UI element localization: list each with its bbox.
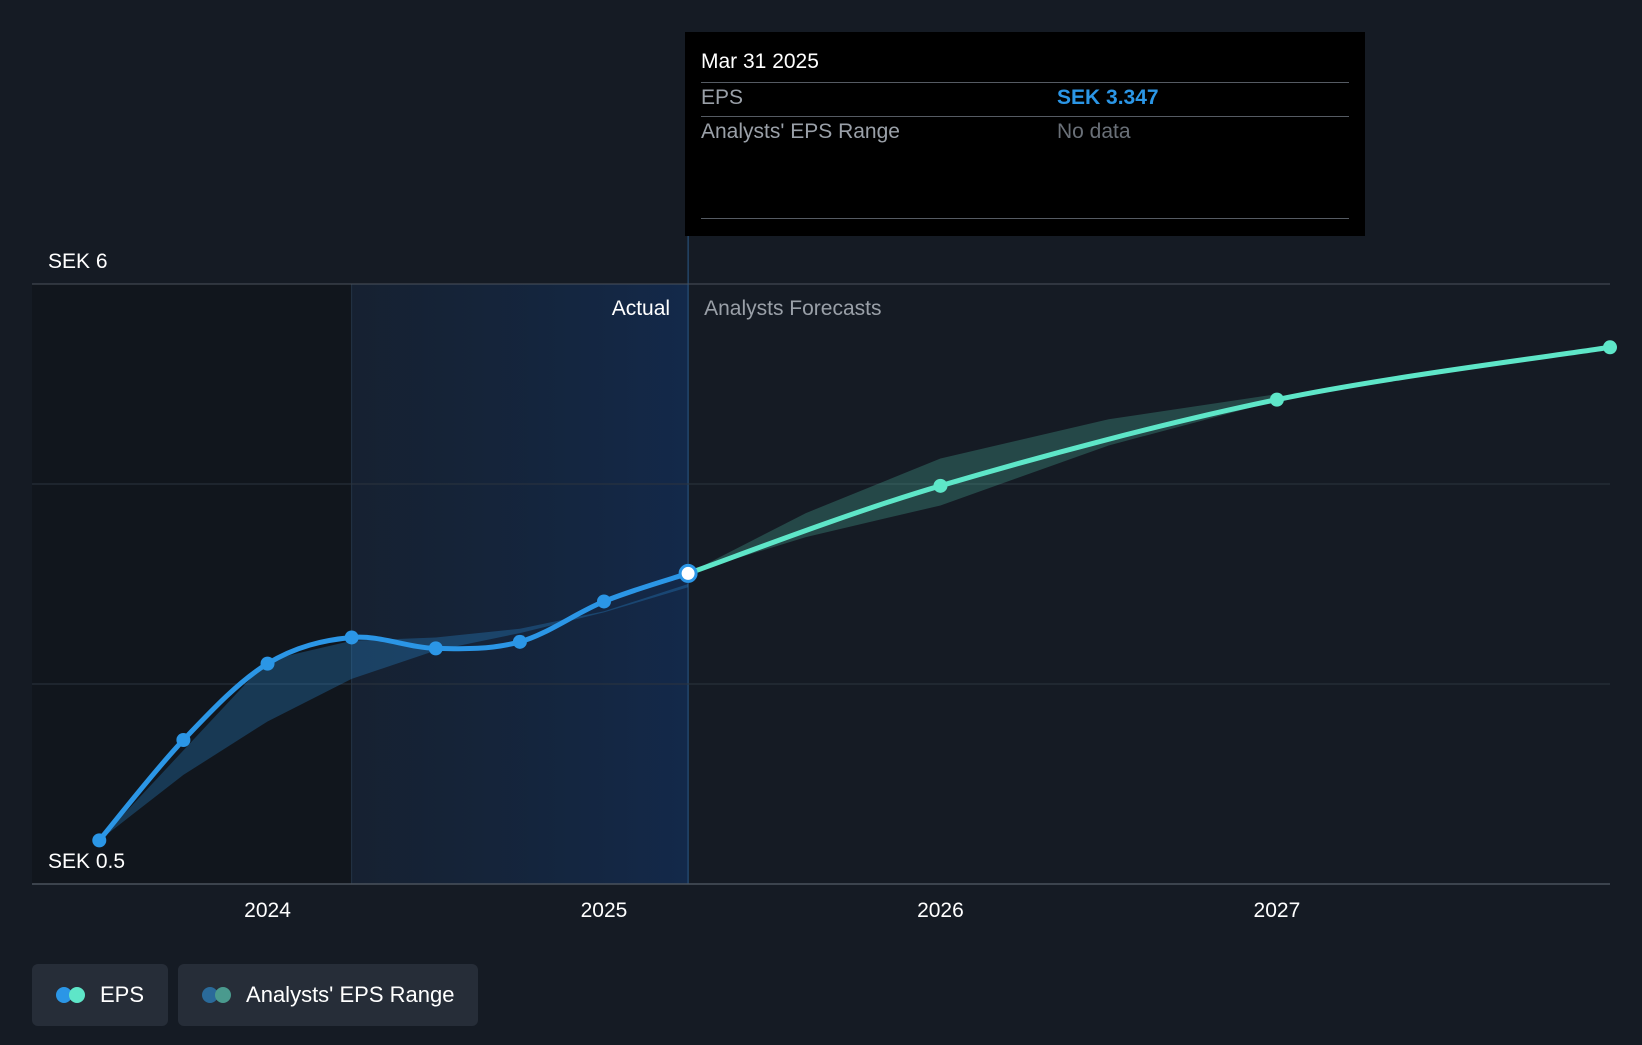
legend-item-eps-range[interactable]: Analysts' EPS Range [178, 964, 479, 1026]
eps-point-actual [512, 634, 527, 649]
eps-point-forecast [1269, 392, 1284, 407]
region-label-actual: Actual [612, 297, 670, 320]
tooltip-divider [701, 218, 1349, 219]
x-tick-label: 2025 [581, 899, 628, 922]
eps-point-forecast [1603, 340, 1617, 355]
eps-point-actual [428, 641, 443, 656]
y-label-bottom: SEK 0.5 [48, 850, 125, 873]
tooltip-divider [701, 82, 1349, 83]
legend-swatch-eps-range [202, 986, 232, 1004]
tooltip-date: Mar 31 2025 [701, 50, 819, 73]
tooltip-range-value: No data [1057, 120, 1131, 143]
chart-legend: EPS Analysts' EPS Range [32, 964, 479, 1028]
legend-item-eps[interactable]: EPS [32, 964, 169, 1026]
legend-swatch-eps [56, 986, 86, 1004]
past-region [32, 284, 352, 884]
x-tick-label: 2026 [917, 899, 964, 922]
tooltip-eps-value: SEK 3.347 [1057, 86, 1159, 109]
eps-point-actual [344, 630, 359, 645]
y-label-top: SEK 6 [48, 250, 108, 273]
tooltip-range-label: Analysts' EPS Range [701, 120, 900, 143]
highlight-region [351, 284, 689, 884]
x-tick-label: 2024 [244, 899, 291, 922]
eps-point-forecast [933, 478, 948, 493]
legend-label-eps: EPS [100, 982, 145, 1007]
eps-point-actual [260, 656, 275, 671]
eps-point-actual [92, 833, 107, 848]
eps-point-actual [596, 594, 611, 609]
eps-point-actual [176, 733, 191, 747]
region-label-forecast: Analysts Forecasts [704, 297, 881, 320]
hover-tooltip: Mar 31 2025 EPS SEK 3.347 Analysts' EPS … [685, 32, 1365, 236]
eps-line-forecast [685, 344, 1613, 576]
x-tick-label: 2027 [1254, 899, 1301, 922]
eps-range-forecast-band [688, 394, 1277, 574]
tooltip-divider [701, 116, 1349, 117]
tooltip-eps-label: EPS [701, 86, 744, 109]
eps-point-current [678, 563, 698, 583]
legend-label-eps-range: Analysts' EPS Range [246, 982, 455, 1007]
